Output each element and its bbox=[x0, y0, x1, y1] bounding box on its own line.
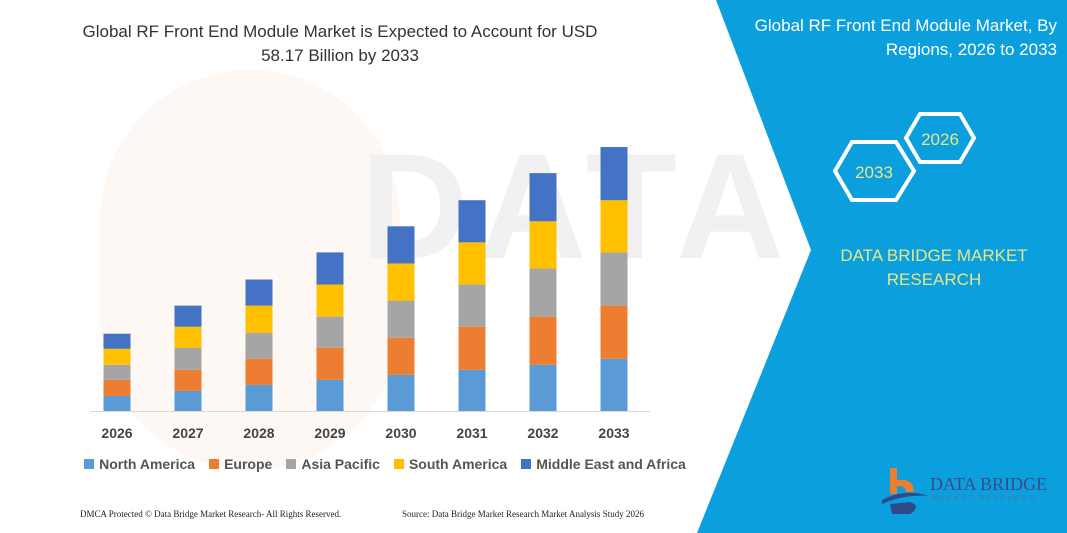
bar-segment-2033-asia-pacific bbox=[600, 252, 628, 306]
legend-item: Middle East and Africa bbox=[521, 456, 686, 472]
legend-swatch bbox=[521, 459, 532, 469]
watermark-text: DATA bbox=[360, 122, 795, 290]
legend-label: Europe bbox=[224, 456, 273, 472]
legend-item: Europe bbox=[209, 456, 272, 472]
panel-title: Global RF Front End Module Market, By Re… bbox=[754, 16, 1057, 59]
bar-segment-2027-europe bbox=[174, 369, 202, 391]
x-tick-label: 2031 bbox=[456, 425, 487, 441]
bar-segment-2029-asia-pacific bbox=[316, 316, 344, 348]
chart-title: Global RF Front End Module Market is Exp… bbox=[82, 22, 598, 65]
bar-segment-2033-north-america bbox=[600, 358, 628, 411]
bar-segment-2029-europe bbox=[316, 347, 344, 380]
legend-label: Middle East and Africa bbox=[536, 456, 686, 472]
bar-segment-2032-south-america bbox=[529, 221, 557, 269]
x-tick-label: 2026 bbox=[101, 425, 132, 441]
hexagon-2033 bbox=[832, 140, 917, 202]
logo-text: DATA BRIDGE bbox=[930, 474, 1048, 494]
x-tick-label: 2032 bbox=[527, 425, 558, 441]
bar-segment-2030-asia-pacific bbox=[387, 300, 415, 338]
bar-segment-2028-north-america bbox=[245, 384, 273, 411]
footer-source: Source: Data Bridge Market Research Mark… bbox=[402, 509, 644, 519]
legend-label: South America bbox=[408, 456, 508, 472]
bar-segment-2028-south-america bbox=[245, 305, 273, 333]
legend-swatch bbox=[393, 459, 404, 469]
data-bridge-logo-icon bbox=[882, 468, 928, 514]
bar-segment-2030-north-america bbox=[387, 374, 415, 411]
bar-segment-2027-middle-east-and-africa bbox=[174, 305, 202, 327]
bar-segment-2031-south-america bbox=[458, 242, 486, 285]
bar-segment-2031-europe bbox=[458, 326, 486, 370]
hex-year-2026: 2026 bbox=[921, 130, 959, 149]
brand-text: DATA BRIDGE MARKET RESEARCH bbox=[840, 246, 1028, 289]
bar-segment-2028-europe bbox=[245, 358, 273, 385]
x-tick-label: 2027 bbox=[172, 425, 203, 441]
bar-segment-2026-south-america bbox=[103, 348, 131, 365]
legend-label: North America bbox=[99, 456, 196, 472]
bar-segment-2026-north-america bbox=[103, 395, 131, 411]
bar-segment-2033-europe bbox=[600, 305, 628, 359]
bar-segment-2033-middle-east-and-africa bbox=[600, 147, 628, 201]
footer-copyright: DMCA Protected © Data Bridge Market Rese… bbox=[80, 509, 342, 519]
year-hexagons: 2033 2026 bbox=[832, 112, 977, 202]
bar-segment-2027-north-america bbox=[174, 390, 202, 411]
legend: North America Europe Asia Pacific South Ame… bbox=[0, 456, 770, 472]
logo-subtext: MARKET RESEARCH bbox=[932, 496, 1037, 502]
legend-item: North America bbox=[84, 456, 195, 472]
hex-year-2033: 2033 bbox=[855, 163, 893, 182]
bar-segment-2026-asia-pacific bbox=[103, 364, 131, 380]
legend-swatch bbox=[286, 459, 297, 469]
bar-segment-2030-middle-east-and-africa bbox=[387, 226, 415, 264]
bar-segment-2027-south-america bbox=[174, 326, 202, 348]
x-tick-label: 2030 bbox=[385, 425, 416, 441]
bar-segment-2029-middle-east-and-africa bbox=[316, 252, 344, 285]
bar-segment-2033-south-america bbox=[600, 200, 628, 253]
bar-segment-2026-europe bbox=[103, 379, 131, 396]
stacked-bar-chart: 2026 2027 2028 2029 2030 2031 2032 2033 bbox=[90, 147, 650, 441]
x-tick-label: 2029 bbox=[314, 425, 345, 441]
bar-segment-2030-europe bbox=[387, 337, 415, 375]
bar-segment-2029-north-america bbox=[316, 379, 344, 411]
bar-segment-2032-asia-pacific bbox=[529, 268, 557, 317]
bar-segment-2032-middle-east-and-africa bbox=[529, 173, 557, 222]
bar-segment-2032-europe bbox=[529, 316, 557, 365]
bar-segment-2028-asia-pacific bbox=[245, 332, 273, 359]
legend-item: Asia Pacific bbox=[286, 456, 380, 472]
legend-swatch bbox=[84, 459, 95, 469]
legend-swatch bbox=[209, 459, 220, 469]
bar-segment-2026-middle-east-and-africa bbox=[103, 333, 131, 349]
bar-segment-2032-north-america bbox=[529, 364, 557, 411]
bar-segment-2031-north-america bbox=[458, 369, 486, 411]
bar-segment-2031-asia-pacific bbox=[458, 284, 486, 327]
x-tick-label: 2028 bbox=[243, 425, 274, 441]
legend-label: Asia Pacific bbox=[301, 456, 380, 472]
hexagon-2026 bbox=[903, 112, 977, 164]
bar-segment-2030-south-america bbox=[387, 263, 415, 301]
bar-segment-2031-middle-east-and-africa bbox=[458, 200, 486, 243]
bar-segment-2028-middle-east-and-africa bbox=[245, 279, 273, 306]
bar-segment-2029-south-america bbox=[316, 284, 344, 317]
bar-segment-2027-asia-pacific bbox=[174, 347, 202, 370]
x-tick-label: 2033 bbox=[598, 425, 629, 441]
legend-item: South America bbox=[393, 456, 508, 472]
